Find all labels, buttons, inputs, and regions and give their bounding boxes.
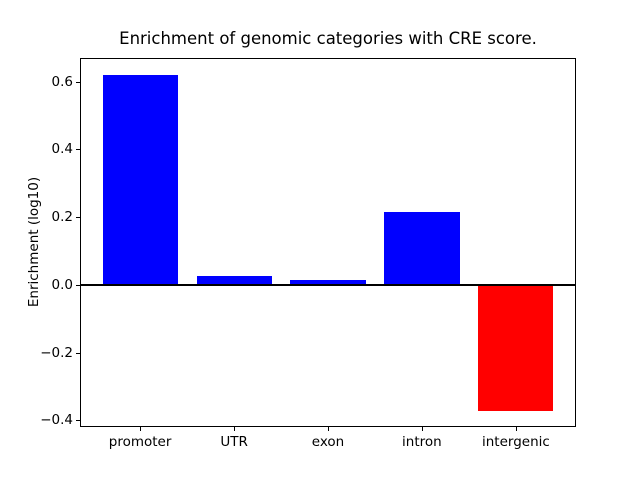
y-tick-label: 0.4: [51, 141, 73, 158]
x-tick-label-exon: exon: [311, 434, 345, 450]
bar-UTR: [196, 275, 272, 285]
x-tick-label-promoter: promoter: [108, 434, 172, 450]
bar-intergenic: [478, 284, 554, 411]
x-tick-label-UTR: UTR: [220, 434, 248, 450]
y-tick-mark: [76, 81, 80, 83]
bar-intron: [384, 212, 460, 285]
y-tick-label: −0.2: [40, 344, 73, 361]
x-tick-label-intergenic: intergenic: [481, 434, 550, 450]
y-tick-label: 0.0: [51, 276, 73, 293]
x-tick-mark: [515, 427, 517, 431]
y-tick-mark: [76, 284, 80, 286]
y-tick-mark: [76, 420, 80, 422]
x-tick-mark: [421, 427, 423, 431]
chart-title: Enrichment of genomic categories with CR…: [119, 29, 537, 48]
bar-promoter: [102, 74, 178, 285]
x-tick-mark: [328, 427, 329, 431]
x-tick-mark: [234, 427, 236, 431]
bar-exon: [290, 280, 366, 285]
y-tick-mark: [76, 217, 80, 219]
y-tick-mark: [76, 352, 80, 354]
y-tick-label: −0.4: [40, 412, 73, 429]
zero-line: [80, 283, 576, 286]
x-tick-mark: [140, 427, 142, 431]
y-tick-label: 0.6: [51, 73, 73, 90]
y-tick-mark: [76, 149, 80, 151]
x-tick-label-intron: intron: [402, 434, 442, 450]
y-tick-label: 0.2: [51, 209, 73, 226]
